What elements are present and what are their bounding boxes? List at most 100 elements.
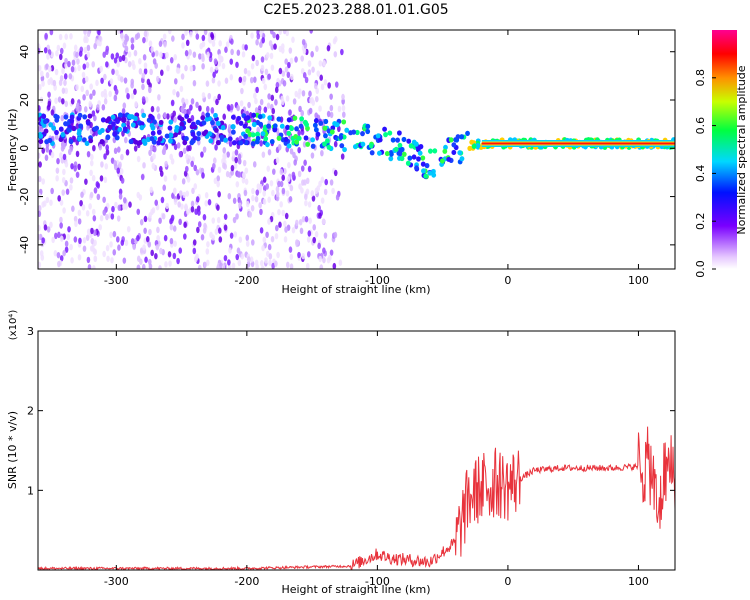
spectral-point bbox=[193, 164, 198, 172]
y-tick-label: 40 bbox=[18, 45, 31, 59]
spectral-point bbox=[47, 100, 52, 108]
spectral-point bbox=[320, 83, 325, 91]
spectral-point bbox=[136, 140, 142, 146]
spectral-point bbox=[289, 125, 295, 132]
spectral-point bbox=[156, 129, 162, 135]
spectral-point bbox=[267, 93, 271, 100]
spectral-point bbox=[148, 228, 152, 236]
spectral-point bbox=[71, 125, 76, 132]
spectral-point bbox=[118, 188, 123, 195]
spectral-point bbox=[133, 115, 138, 122]
spectral-point bbox=[150, 130, 156, 136]
spectral-point bbox=[284, 212, 289, 220]
spectral-point bbox=[234, 156, 238, 164]
spectral-point bbox=[185, 39, 190, 47]
spectral-point bbox=[77, 112, 83, 118]
spectral-point bbox=[221, 62, 226, 70]
spectral-point bbox=[156, 226, 160, 234]
spectral-point bbox=[223, 213, 228, 220]
spectral-point bbox=[43, 128, 49, 134]
spectral-point bbox=[86, 150, 91, 158]
spectral-point bbox=[266, 123, 272, 129]
spectral-point bbox=[113, 160, 118, 167]
spectral-point bbox=[170, 99, 175, 107]
spectral-point bbox=[443, 144, 448, 150]
spectral-point bbox=[38, 152, 41, 159]
spectral-point bbox=[238, 140, 244, 146]
spectral-point bbox=[262, 236, 267, 244]
spectral-point bbox=[203, 261, 207, 268]
spectral-point bbox=[146, 78, 151, 86]
spectral-point bbox=[192, 51, 197, 58]
spectral-point bbox=[211, 217, 216, 224]
spectral-point bbox=[341, 104, 346, 112]
spectral-point bbox=[38, 261, 42, 269]
spectral-point bbox=[109, 241, 113, 248]
spectral-point bbox=[238, 202, 242, 209]
spectral-point bbox=[275, 224, 279, 232]
spectral-point bbox=[268, 40, 273, 47]
spectral-point bbox=[145, 136, 151, 143]
spectral-point bbox=[141, 112, 147, 118]
spectral-point bbox=[80, 191, 84, 198]
spectral-point bbox=[103, 88, 107, 96]
spectral-point bbox=[216, 265, 220, 269]
spectral-point bbox=[38, 83, 42, 91]
spectral-point bbox=[179, 85, 184, 93]
spectral-point bbox=[121, 116, 127, 123]
spectral-point bbox=[69, 33, 73, 40]
spectral-point bbox=[61, 67, 65, 75]
spectral-point bbox=[92, 144, 96, 152]
spectral-point bbox=[173, 54, 178, 61]
spectral-point bbox=[230, 48, 234, 56]
spectral-point bbox=[203, 30, 208, 36]
spectral-point bbox=[209, 66, 214, 73]
spectral-point bbox=[136, 208, 141, 215]
spectral-point bbox=[301, 179, 305, 186]
spectral-point bbox=[297, 251, 301, 259]
spectral-point bbox=[38, 224, 41, 232]
spectral-point bbox=[210, 32, 214, 39]
spectral-point bbox=[63, 79, 67, 86]
spectral-point bbox=[288, 246, 293, 253]
spectral-point bbox=[56, 251, 61, 259]
spectral-point bbox=[319, 74, 324, 81]
spectral-point bbox=[271, 262, 275, 269]
spectral-point bbox=[110, 257, 114, 264]
spectral-point bbox=[261, 151, 266, 158]
spectral-point bbox=[84, 140, 90, 147]
spectral-point bbox=[100, 117, 106, 123]
spectral-point bbox=[108, 90, 112, 98]
spectral-point bbox=[53, 113, 59, 119]
snr-xlabel: Height of straight line (km) bbox=[281, 583, 430, 596]
spectral-point bbox=[304, 76, 309, 84]
spectral-point bbox=[307, 60, 312, 68]
spectral-point bbox=[218, 236, 223, 243]
spectral-point bbox=[198, 53, 202, 60]
spectral-point bbox=[39, 70, 44, 77]
spectral-point bbox=[180, 73, 185, 80]
snr-series-line bbox=[38, 426, 675, 570]
spectral-point bbox=[205, 112, 211, 118]
spectral-point bbox=[63, 73, 68, 80]
spectral-point bbox=[64, 57, 68, 65]
spectral-point bbox=[136, 255, 141, 262]
spectral-point bbox=[85, 120, 91, 126]
spectral-point bbox=[278, 221, 282, 228]
spectral-point bbox=[51, 236, 55, 244]
spectral-point bbox=[114, 135, 120, 141]
spectral-point bbox=[82, 94, 86, 101]
spectral-point bbox=[405, 160, 411, 166]
spectral-point bbox=[309, 30, 313, 34]
spectral-point bbox=[143, 227, 147, 234]
spectral-point bbox=[149, 186, 154, 194]
spectral-point bbox=[259, 98, 264, 106]
spectral-point bbox=[308, 90, 312, 97]
spectral-point bbox=[281, 209, 286, 217]
spectral-point bbox=[122, 126, 128, 132]
spectral-point bbox=[178, 247, 183, 254]
spectral-point bbox=[396, 130, 402, 136]
spectral-point bbox=[38, 192, 42, 200]
spectral-point bbox=[413, 141, 419, 147]
spectral-point bbox=[122, 203, 126, 210]
